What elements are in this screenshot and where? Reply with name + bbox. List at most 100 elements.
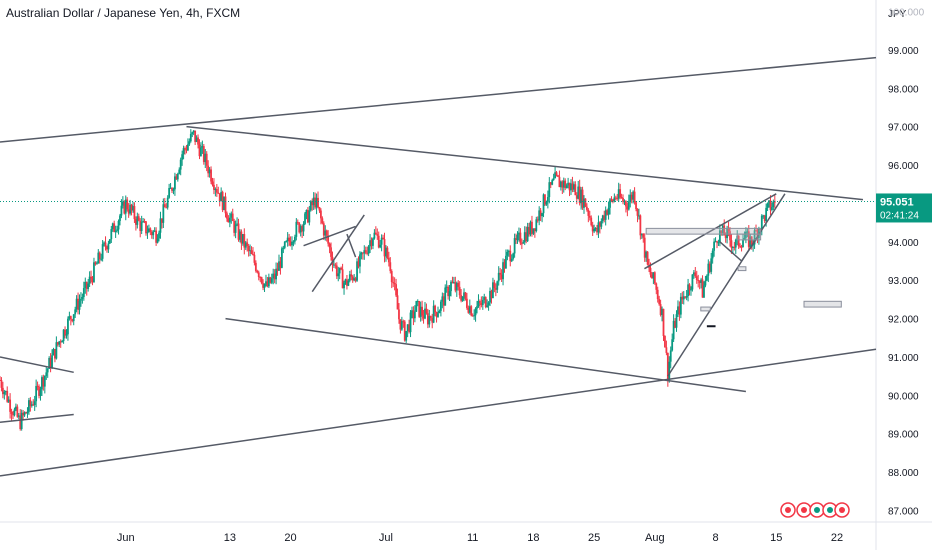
candle-body xyxy=(54,348,56,359)
candle-body xyxy=(640,233,643,236)
candle-body xyxy=(250,250,253,254)
candle-body xyxy=(385,247,387,257)
candle-body xyxy=(393,283,396,285)
candle-body xyxy=(493,282,496,289)
x-tick-label: 18 xyxy=(527,532,539,544)
candle-body xyxy=(35,385,38,402)
candle-body xyxy=(408,324,410,333)
candle-body xyxy=(561,181,564,188)
candle-body xyxy=(123,201,126,214)
candle-body xyxy=(19,415,22,430)
candle-body xyxy=(87,283,90,289)
candle-body xyxy=(29,400,32,406)
candle-body xyxy=(108,239,111,244)
candle-body xyxy=(585,206,588,210)
candle-body xyxy=(771,207,773,211)
candle-body xyxy=(681,296,684,300)
candle-body xyxy=(682,296,685,300)
candle-body xyxy=(195,137,198,142)
candle-body xyxy=(26,411,29,414)
candle-body xyxy=(606,210,609,215)
y-tick-label: 94.000 xyxy=(888,238,919,249)
candle-body xyxy=(82,288,85,298)
candle-body xyxy=(747,231,750,247)
candle-body xyxy=(213,184,215,190)
candle-body xyxy=(305,209,308,214)
candle-body xyxy=(765,207,768,221)
candle-body xyxy=(535,219,538,232)
candle-body xyxy=(415,301,418,312)
candle-body xyxy=(150,231,153,236)
x-tick-label: 13 xyxy=(224,532,236,544)
flag-short-line xyxy=(346,233,357,258)
candle-body xyxy=(333,264,335,266)
candle-body xyxy=(244,242,247,248)
candle-body xyxy=(178,169,181,174)
trendline-left-bottom xyxy=(0,413,74,423)
candle-body xyxy=(254,262,257,271)
candle-body xyxy=(283,241,286,248)
zone-resistance-box xyxy=(645,227,762,235)
candle-body xyxy=(505,255,507,269)
candle-body xyxy=(194,130,197,142)
candle-body xyxy=(340,267,343,270)
candle-body xyxy=(717,242,720,244)
y-tick-label: 87.000 xyxy=(888,506,919,517)
candle-body xyxy=(666,352,669,381)
triangle-left-line xyxy=(719,241,743,262)
candle-body xyxy=(594,228,597,230)
candle-body xyxy=(246,242,249,246)
candle-body xyxy=(762,215,765,217)
candle-body xyxy=(409,312,412,333)
candle-body xyxy=(71,319,74,322)
candle-body xyxy=(20,412,23,430)
candle-body xyxy=(442,296,445,306)
candle-body xyxy=(208,169,211,174)
candle-body xyxy=(610,199,613,201)
candle-body xyxy=(126,199,129,210)
candle-body xyxy=(369,240,371,247)
event-marker-dot xyxy=(801,507,807,513)
trendline-descending-resistance xyxy=(186,125,864,201)
candle-body xyxy=(649,267,652,275)
candle-body xyxy=(685,296,688,298)
candle-body xyxy=(705,275,708,281)
candle-body xyxy=(542,194,545,214)
candle-body xyxy=(718,230,721,243)
candle-body xyxy=(51,355,53,368)
candle-body xyxy=(134,219,137,225)
candle-body xyxy=(487,302,490,306)
candle-body xyxy=(546,197,549,202)
candle-body xyxy=(599,222,601,227)
candle-body xyxy=(538,210,541,221)
candle-body xyxy=(588,215,591,218)
candle-body xyxy=(147,228,150,233)
candle-body xyxy=(185,149,188,151)
candle-body xyxy=(749,236,752,247)
event-marker-dot xyxy=(839,507,845,513)
candle-body xyxy=(400,321,403,330)
candle-body xyxy=(551,180,554,185)
candle-body xyxy=(188,141,191,145)
candle-body xyxy=(224,196,227,214)
y-tick-label: 98.000 xyxy=(888,84,919,95)
candle-body xyxy=(714,241,717,243)
candle-body xyxy=(655,283,658,290)
candle-body xyxy=(468,306,471,313)
candle-body xyxy=(23,412,26,416)
candle-body xyxy=(299,226,302,233)
candle-body xyxy=(91,278,94,282)
candle-body xyxy=(510,258,513,262)
candle-body xyxy=(677,306,679,315)
candle-body xyxy=(15,406,17,410)
candle-body xyxy=(161,218,163,223)
candle-body xyxy=(322,223,325,236)
candle-body xyxy=(201,146,204,148)
candle-body xyxy=(620,197,623,199)
candle-body xyxy=(565,185,568,189)
candle-body xyxy=(557,175,559,177)
candle-body xyxy=(671,339,674,351)
candle-body xyxy=(383,239,386,257)
candle-body xyxy=(341,269,344,289)
